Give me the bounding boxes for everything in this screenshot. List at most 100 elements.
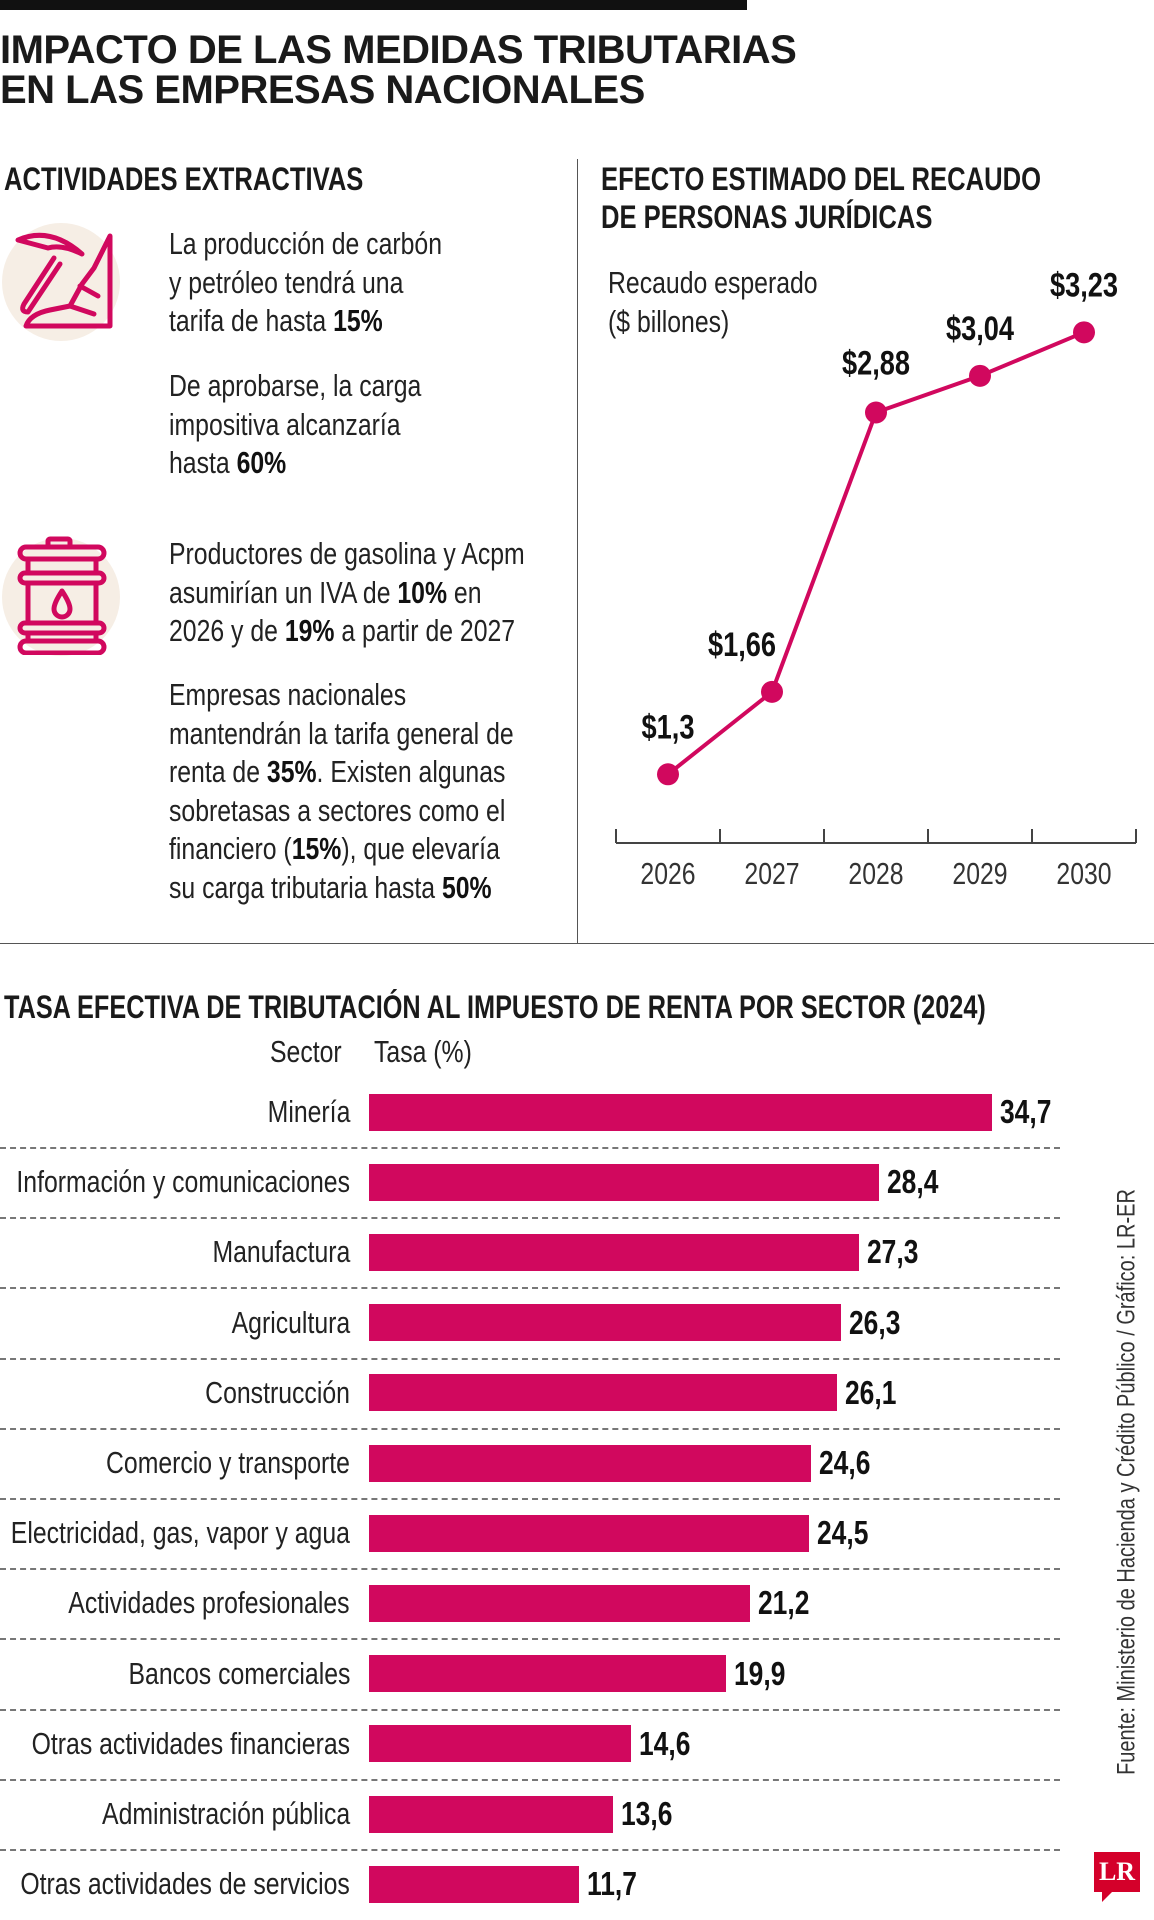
text-line: asumirían un IVA de 10% en <box>169 574 525 613</box>
row-divider <box>0 1217 1060 1220</box>
value-label: 11,7 <box>587 1865 637 1903</box>
section-heading-extractivas: ACTIVIDADES EXTRACTIVAS <box>4 161 364 197</box>
bar <box>369 1514 809 1552</box>
row-divider <box>0 1708 1060 1711</box>
row-divider <box>0 1638 1060 1641</box>
bar <box>369 1584 750 1622</box>
horizontal-divider <box>0 943 1154 944</box>
text: asumirían un IVA de <box>169 574 398 610</box>
category-label: Otras actividades de servicios <box>20 1866 350 1902</box>
category-header: Sector <box>270 1034 342 1069</box>
bar <box>369 1865 579 1903</box>
data-point <box>865 401 887 424</box>
value-label: 13,6 <box>621 1795 673 1832</box>
page-title-line1: IMPACTO DE LAS MEDIDAS TRIBUTARIAS <box>0 28 797 72</box>
bar <box>369 1795 614 1833</box>
vertical-divider <box>577 159 578 943</box>
highlight-value: 19% <box>284 613 335 649</box>
text: . Existen algunas <box>316 754 506 790</box>
text: hasta <box>169 445 237 481</box>
row-divider <box>0 1147 1060 1149</box>
text-line: renta de 35%. Existen algunas <box>169 753 514 792</box>
text: financiero ( <box>169 831 292 867</box>
highlight-value: 50% <box>441 869 492 905</box>
row-divider <box>0 1287 1060 1290</box>
text-line: tarifa de hasta 15% <box>169 302 442 341</box>
text: su carga tributaria hasta <box>169 869 442 905</box>
row-divider <box>0 1498 1060 1500</box>
x-tick-label: 2027 <box>744 856 799 890</box>
category-label: Otras actividades financieras <box>31 1725 350 1761</box>
paragraph-carbon-petroleo: La producción de carbón y petróleo tendr… <box>169 225 442 341</box>
value-label: 26,1 <box>845 1373 897 1411</box>
data-label: $2,88 <box>842 344 910 383</box>
text-line: La producción de carbón <box>169 226 442 261</box>
category-label: Construcción <box>205 1374 350 1410</box>
data-label: $1,3 <box>642 707 695 746</box>
data-point <box>657 763 679 786</box>
data-label: $3,04 <box>946 309 1014 348</box>
text-line: 2026 y de 19% a partir de 2027 <box>169 612 525 651</box>
text-line: Empresas nacionales <box>169 677 407 712</box>
pickaxe-mining-icon <box>15 232 113 329</box>
value-label: 24,6 <box>818 1444 870 1481</box>
category-label: Comercio y transporte <box>106 1445 350 1480</box>
data-label: $3,23 <box>1050 265 1118 304</box>
data-label: $1,66 <box>708 625 776 664</box>
category-label: Información y comunicaciones <box>16 1164 350 1200</box>
line-chart-title-line1: EFECTO ESTIMADO DEL RECAUDO <box>601 161 1041 197</box>
bar <box>369 1163 879 1201</box>
x-tick-label: 2028 <box>848 856 903 890</box>
line-chart-ylabel: Recaudo esperado ($ billones) <box>608 264 818 341</box>
bar <box>369 1374 838 1412</box>
highlight-value: 60% <box>236 445 287 481</box>
value-label: 34,7 <box>999 1093 1052 1130</box>
text-line: De aprobarse, la carga <box>169 368 422 403</box>
bar <box>369 1444 811 1482</box>
category-label: Actividades profesionales <box>68 1585 350 1621</box>
category-label: Electricidad, gas, vapor y agua <box>10 1515 350 1551</box>
text: a partir de 2027 <box>334 613 516 649</box>
value-label: 26,3 <box>849 1303 901 1341</box>
category-label: Agricultura <box>231 1304 350 1340</box>
category-label: Minería <box>267 1094 350 1129</box>
bar <box>369 1093 992 1131</box>
row-divider <box>0 1568 1060 1571</box>
x-tick-label: 2030 <box>1056 856 1111 890</box>
text: 2026 y de <box>169 613 285 649</box>
data-point <box>761 680 783 703</box>
top-rule <box>0 0 747 10</box>
bar <box>369 1655 727 1693</box>
bar <box>369 1233 860 1271</box>
x-tick-label: 2026 <box>640 856 695 890</box>
text-line: impositiva alcanzaría <box>169 406 401 442</box>
highlight-value: 15% <box>291 831 342 867</box>
bar <box>369 1304 842 1342</box>
category-label: Manufactura <box>212 1234 350 1270</box>
row-divider <box>0 1357 1060 1360</box>
text: ), que elevaría <box>341 831 500 867</box>
highlight-value: 35% <box>266 754 317 790</box>
bar-chart-title: TASA EFECTIVA DE TRIBUTACIÓN AL IMPUESTO… <box>4 989 986 1025</box>
highlight-value: 10% <box>397 574 448 610</box>
x-tick-label: 2029 <box>952 856 1007 890</box>
highlight-value: 15% <box>333 303 383 339</box>
oil-barrel-icon <box>17 536 107 655</box>
data-point <box>1073 321 1095 344</box>
data-point <box>969 364 991 387</box>
row-divider <box>0 1778 1060 1781</box>
category-label: Administración pública <box>101 1796 350 1831</box>
value-label: 19,9 <box>734 1654 786 1692</box>
lr-logo: LR <box>1094 1852 1140 1892</box>
row-divider <box>0 1427 1060 1430</box>
text-line: y petróleo tendrá una <box>169 264 404 300</box>
paragraph-tarifa-renta: Empresas nacionales mantendrán la tarifa… <box>169 676 514 908</box>
paragraph-carga-impositiva: De aprobarse, la carga impositiva alcanz… <box>169 367 421 483</box>
bar <box>369 1725 632 1763</box>
paragraph-gasolina-iva: Productores de gasolina y Acpm asumirían… <box>169 535 525 651</box>
text-line: hasta 60% <box>169 444 421 483</box>
value-label: 28,4 <box>886 1163 939 1201</box>
text: tarifa de hasta <box>169 303 334 339</box>
value-label: 14,6 <box>639 1724 691 1762</box>
